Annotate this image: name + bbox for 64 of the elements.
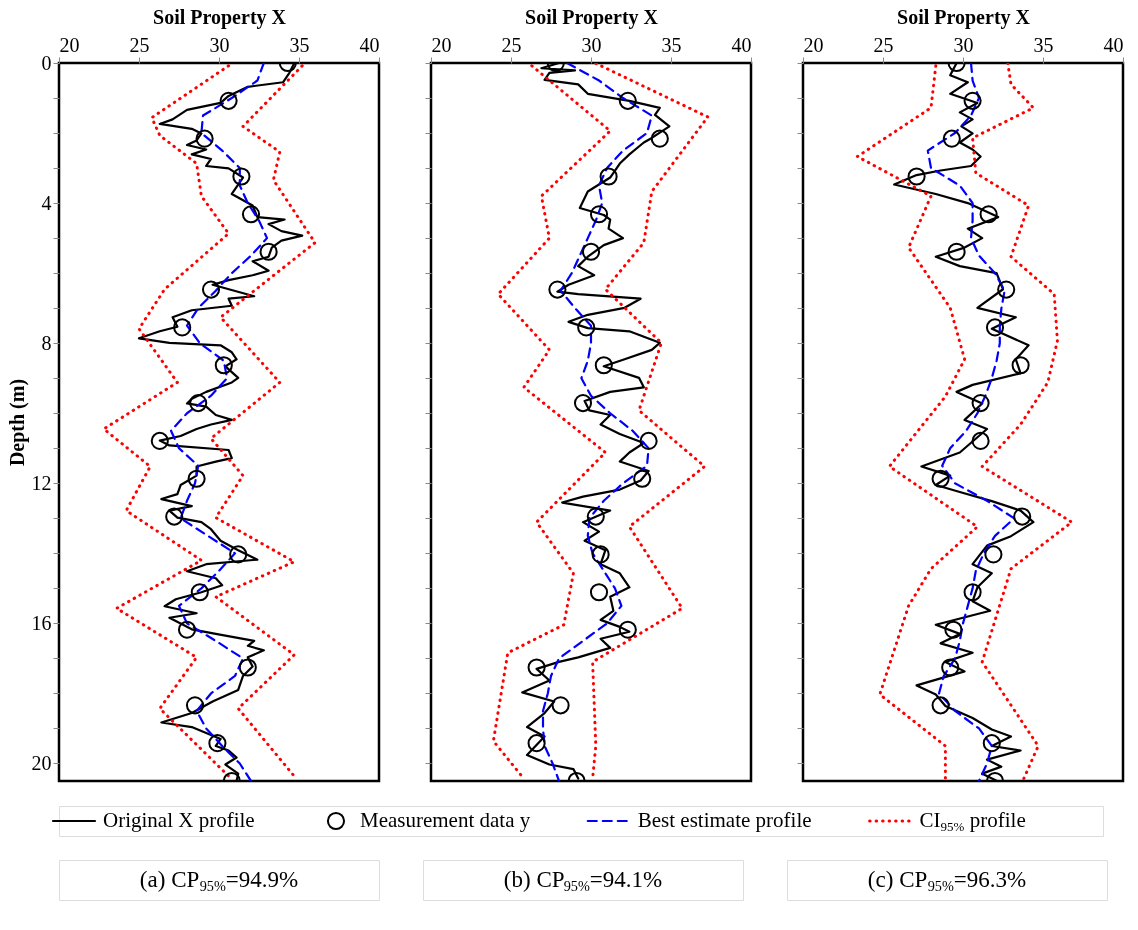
y-tick-label: 16: [31, 611, 52, 634]
x-axis-title: Soil Property X: [153, 5, 287, 29]
x-tick-label: 35: [661, 33, 682, 56]
point: [979, 205, 998, 224]
x-tick-label: 20: [59, 33, 80, 56]
point: [963, 583, 982, 602]
point: [963, 91, 982, 110]
x-tick-label: 25: [129, 33, 150, 56]
y-tick-label: 4: [41, 191, 52, 214]
legend-label: Original X profile: [103, 808, 255, 832]
x-axis-title: Soil Property X: [897, 5, 1031, 29]
x-axis-title: Soil Property X: [525, 5, 659, 29]
x-tick-label: 35: [289, 33, 310, 56]
y-tick-label: 8: [41, 331, 52, 354]
legend-label: Best estimate profile: [637, 808, 812, 832]
point: [1013, 507, 1032, 526]
point: [551, 696, 570, 715]
y-tick-label: 0: [41, 51, 52, 74]
legend-label: Measurement data y: [359, 808, 531, 832]
point: [997, 280, 1016, 299]
point: [618, 620, 637, 639]
point: [650, 129, 669, 148]
point: [971, 394, 990, 413]
point: [1011, 356, 1030, 375]
point: [907, 167, 926, 186]
x-tick-label: 30: [953, 33, 974, 56]
point: [594, 356, 613, 375]
point: [941, 658, 960, 677]
point: [944, 620, 963, 639]
point: [931, 469, 950, 488]
point: [589, 205, 609, 224]
point: [982, 734, 1001, 753]
point: [931, 696, 950, 715]
point: [947, 242, 966, 261]
point: [942, 129, 961, 148]
point: [618, 91, 637, 110]
point: [589, 583, 609, 602]
x-tick-label: 20: [431, 33, 452, 56]
x-tick-label: 20: [803, 33, 824, 56]
x-tick-label: 35: [1033, 33, 1054, 56]
point: [573, 394, 593, 413]
point: [577, 318, 596, 337]
point: [586, 507, 605, 526]
point: [527, 734, 546, 753]
y-tick-label: 12: [31, 471, 52, 494]
x-tick-label: 40: [1103, 33, 1124, 56]
point: [633, 469, 652, 488]
x-tick-label: 40: [359, 33, 380, 56]
x-tick-label: 40: [731, 33, 752, 56]
point: [639, 431, 658, 450]
point: [591, 545, 610, 564]
point: [599, 167, 618, 186]
x-tick-label: 30: [581, 33, 602, 56]
y-tick-label: 20: [31, 751, 52, 774]
x-tick-label: 25: [873, 33, 894, 56]
y-axis-title: Depth (m): [5, 378, 29, 467]
point: [527, 658, 546, 677]
x-tick-label: 25: [501, 33, 522, 56]
x-tick-label: 30: [209, 33, 230, 56]
point: [548, 280, 567, 299]
point: [985, 318, 1005, 337]
point: [984, 545, 1003, 564]
point: [581, 242, 601, 261]
point: [971, 431, 990, 450]
